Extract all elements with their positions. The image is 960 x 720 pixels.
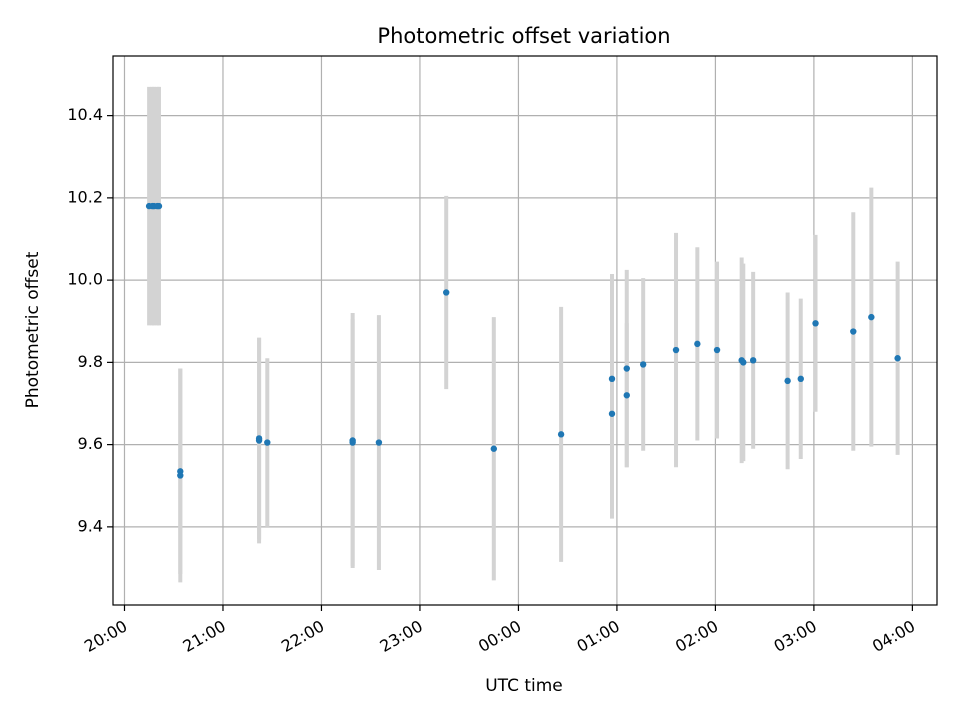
y-tick-label: 10.4 (67, 105, 103, 124)
data-point (177, 472, 184, 479)
data-points (145, 202, 901, 479)
data-point (749, 357, 757, 364)
y-axis-label: Photometric offset (23, 251, 43, 408)
data-point (155, 202, 163, 210)
data-point (623, 365, 630, 372)
data-point (672, 346, 680, 354)
data-point (349, 439, 356, 446)
data-point (713, 346, 721, 354)
y-tick-label: 9.8 (78, 352, 103, 371)
x-axis-label: UTC time (485, 676, 563, 696)
data-point (868, 313, 875, 321)
data-point (894, 355, 901, 362)
data-point (255, 435, 263, 442)
y-axis: 9.4 9.6 9.8 10.0 10.2 10.4 (67, 105, 113, 535)
data-point (812, 320, 819, 327)
chart-title: Photometric offset variation (377, 24, 670, 48)
plot-frame (112, 55, 938, 606)
data-point (608, 375, 616, 383)
data-point (740, 359, 747, 366)
data-point (443, 289, 450, 296)
data-point (797, 375, 804, 383)
data-point (490, 445, 498, 452)
y-tick-label: 10.2 (67, 187, 103, 206)
data-point (623, 392, 630, 399)
y-tick-label: 9.4 (78, 516, 103, 535)
data-point (639, 361, 647, 368)
y-tick-label: 10.0 (67, 270, 103, 289)
data-point (694, 340, 701, 348)
data-point (264, 439, 271, 446)
y-tick-label: 9.6 (78, 434, 103, 453)
data-point (557, 431, 565, 438)
data-point (608, 410, 616, 417)
data-point (375, 439, 383, 446)
data-point (784, 377, 791, 385)
data-point (850, 328, 857, 335)
